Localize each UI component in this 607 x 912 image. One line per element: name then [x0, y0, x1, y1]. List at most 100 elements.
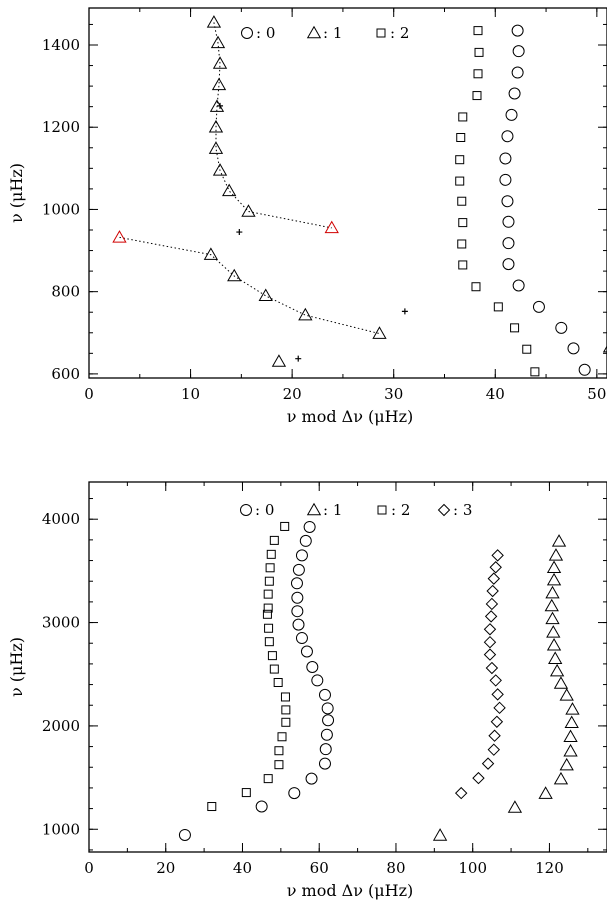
data-point-square	[510, 323, 520, 333]
legend-label: : 1	[323, 24, 342, 42]
data-point-circle	[292, 563, 305, 576]
x-tick-label: 0	[84, 859, 94, 877]
data-point-triangle	[544, 598, 559, 612]
data-point-square	[280, 521, 290, 531]
data-point-circle	[255, 800, 268, 813]
data-point-triangle	[553, 676, 569, 689]
data-point-triangle	[538, 786, 553, 799]
data-point-diamond	[483, 648, 497, 661]
legend-label: : 1	[323, 501, 342, 519]
data-point-diamond	[484, 610, 498, 623]
legend-label: : 3	[453, 501, 472, 519]
x-tick-label: 20	[283, 385, 302, 403]
data-point-triangle	[271, 354, 287, 367]
y-tick-label: 3000	[42, 614, 80, 632]
data-point-triangle	[324, 220, 339, 234]
plot-frame	[88, 481, 607, 853]
data-point-circle	[318, 688, 331, 701]
data-point-circle	[318, 757, 331, 770]
data-point-square	[457, 239, 467, 249]
data-point-square	[281, 717, 291, 727]
data-point-square	[264, 623, 274, 633]
legend-triangle-marker	[306, 502, 322, 516]
data-point-triangle	[559, 757, 574, 771]
data-point-triangle	[208, 119, 224, 133]
legend-circle-marker	[241, 27, 253, 39]
data-point-triangle	[212, 163, 228, 176]
data-point-square	[273, 678, 283, 688]
data-point-circle	[501, 195, 514, 208]
data-point-triangle	[546, 637, 562, 651]
legend-label: : 0	[255, 501, 274, 519]
data-point-square	[269, 535, 279, 545]
data-point-diamond	[481, 757, 495, 770]
data-point-square	[455, 176, 465, 186]
top-panel: 0 10 20 30 40 50 600 800 1000 1200 1400 ν mod Δν (μ…	[7, 7, 607, 426]
data-point-square	[456, 133, 466, 142]
x-tick-label: 0	[84, 385, 94, 403]
y-tick-label: 600	[51, 365, 80, 383]
data-layer	[178, 520, 580, 841]
data-point-triangle	[203, 247, 219, 260]
legend-label: : 0	[256, 24, 275, 42]
data-point-circle	[499, 173, 512, 186]
data-point-square	[457, 196, 467, 206]
data-point-square	[280, 692, 290, 702]
data-point-square	[474, 47, 484, 57]
data-point-triangle	[212, 56, 228, 69]
data-point-triangle	[559, 688, 574, 701]
data-point-triangle	[553, 771, 569, 785]
x-tick-label: 50	[587, 385, 606, 403]
legend-triangle-marker	[306, 25, 322, 39]
data-point-circle	[532, 300, 545, 313]
data-point-square	[265, 563, 275, 573]
data-point-square	[493, 302, 503, 312]
data-point-diamond	[483, 635, 497, 649]
data-point-triangle	[227, 268, 242, 282]
data-point-circle	[322, 714, 335, 727]
data-point-circle	[511, 24, 524, 37]
data-point-square	[277, 732, 287, 742]
data-point-circle	[502, 258, 515, 271]
data-point-circle	[305, 772, 318, 785]
x-tick-label: 30	[384, 385, 403, 403]
data-point-triangle	[549, 663, 565, 677]
x-tick-label: 120	[535, 859, 564, 877]
data-point-triangle	[222, 183, 237, 197]
x-tick-label: 80	[386, 859, 405, 877]
data-point-circle	[288, 787, 301, 800]
y-tick-label: 1200	[42, 118, 80, 136]
data-point-circle	[299, 534, 312, 547]
data-point-circle	[292, 618, 305, 631]
x-tick-label: 100	[458, 859, 487, 877]
data-point-diamond	[487, 572, 501, 585]
data-point-square	[458, 112, 468, 122]
data-point-triangle	[241, 204, 256, 217]
data-point-triangle	[564, 715, 579, 729]
data-point-diamond	[487, 743, 501, 756]
data-point-triangle	[298, 307, 313, 321]
data-point-square	[473, 26, 483, 36]
data-point-plus	[217, 102, 224, 109]
data-point-triangle	[546, 625, 561, 638]
data-point-circle	[311, 674, 324, 687]
y-tick-label: 800	[51, 283, 80, 301]
data-point-circle	[321, 702, 334, 715]
data-point-triangle	[258, 288, 273, 302]
data-point-circle	[512, 279, 525, 292]
data-point-square	[522, 344, 532, 354]
data-point-diamond	[490, 715, 504, 728]
y-tick-label: 1400	[42, 36, 80, 54]
plot-frame	[88, 7, 607, 379]
data-point-triangle	[546, 560, 562, 574]
legend-circle-marker	[240, 504, 252, 516]
data-point-triangle	[551, 534, 567, 547]
data-point-triangle	[372, 326, 387, 339]
data-point-triangle	[546, 572, 562, 586]
data-point-diamond	[491, 688, 504, 701]
data-point-square	[473, 69, 483, 79]
data-point-plus	[295, 355, 302, 362]
data-point-diamond	[472, 771, 485, 785]
data-point-triangle	[211, 77, 227, 91]
data-point-circle	[505, 108, 518, 121]
